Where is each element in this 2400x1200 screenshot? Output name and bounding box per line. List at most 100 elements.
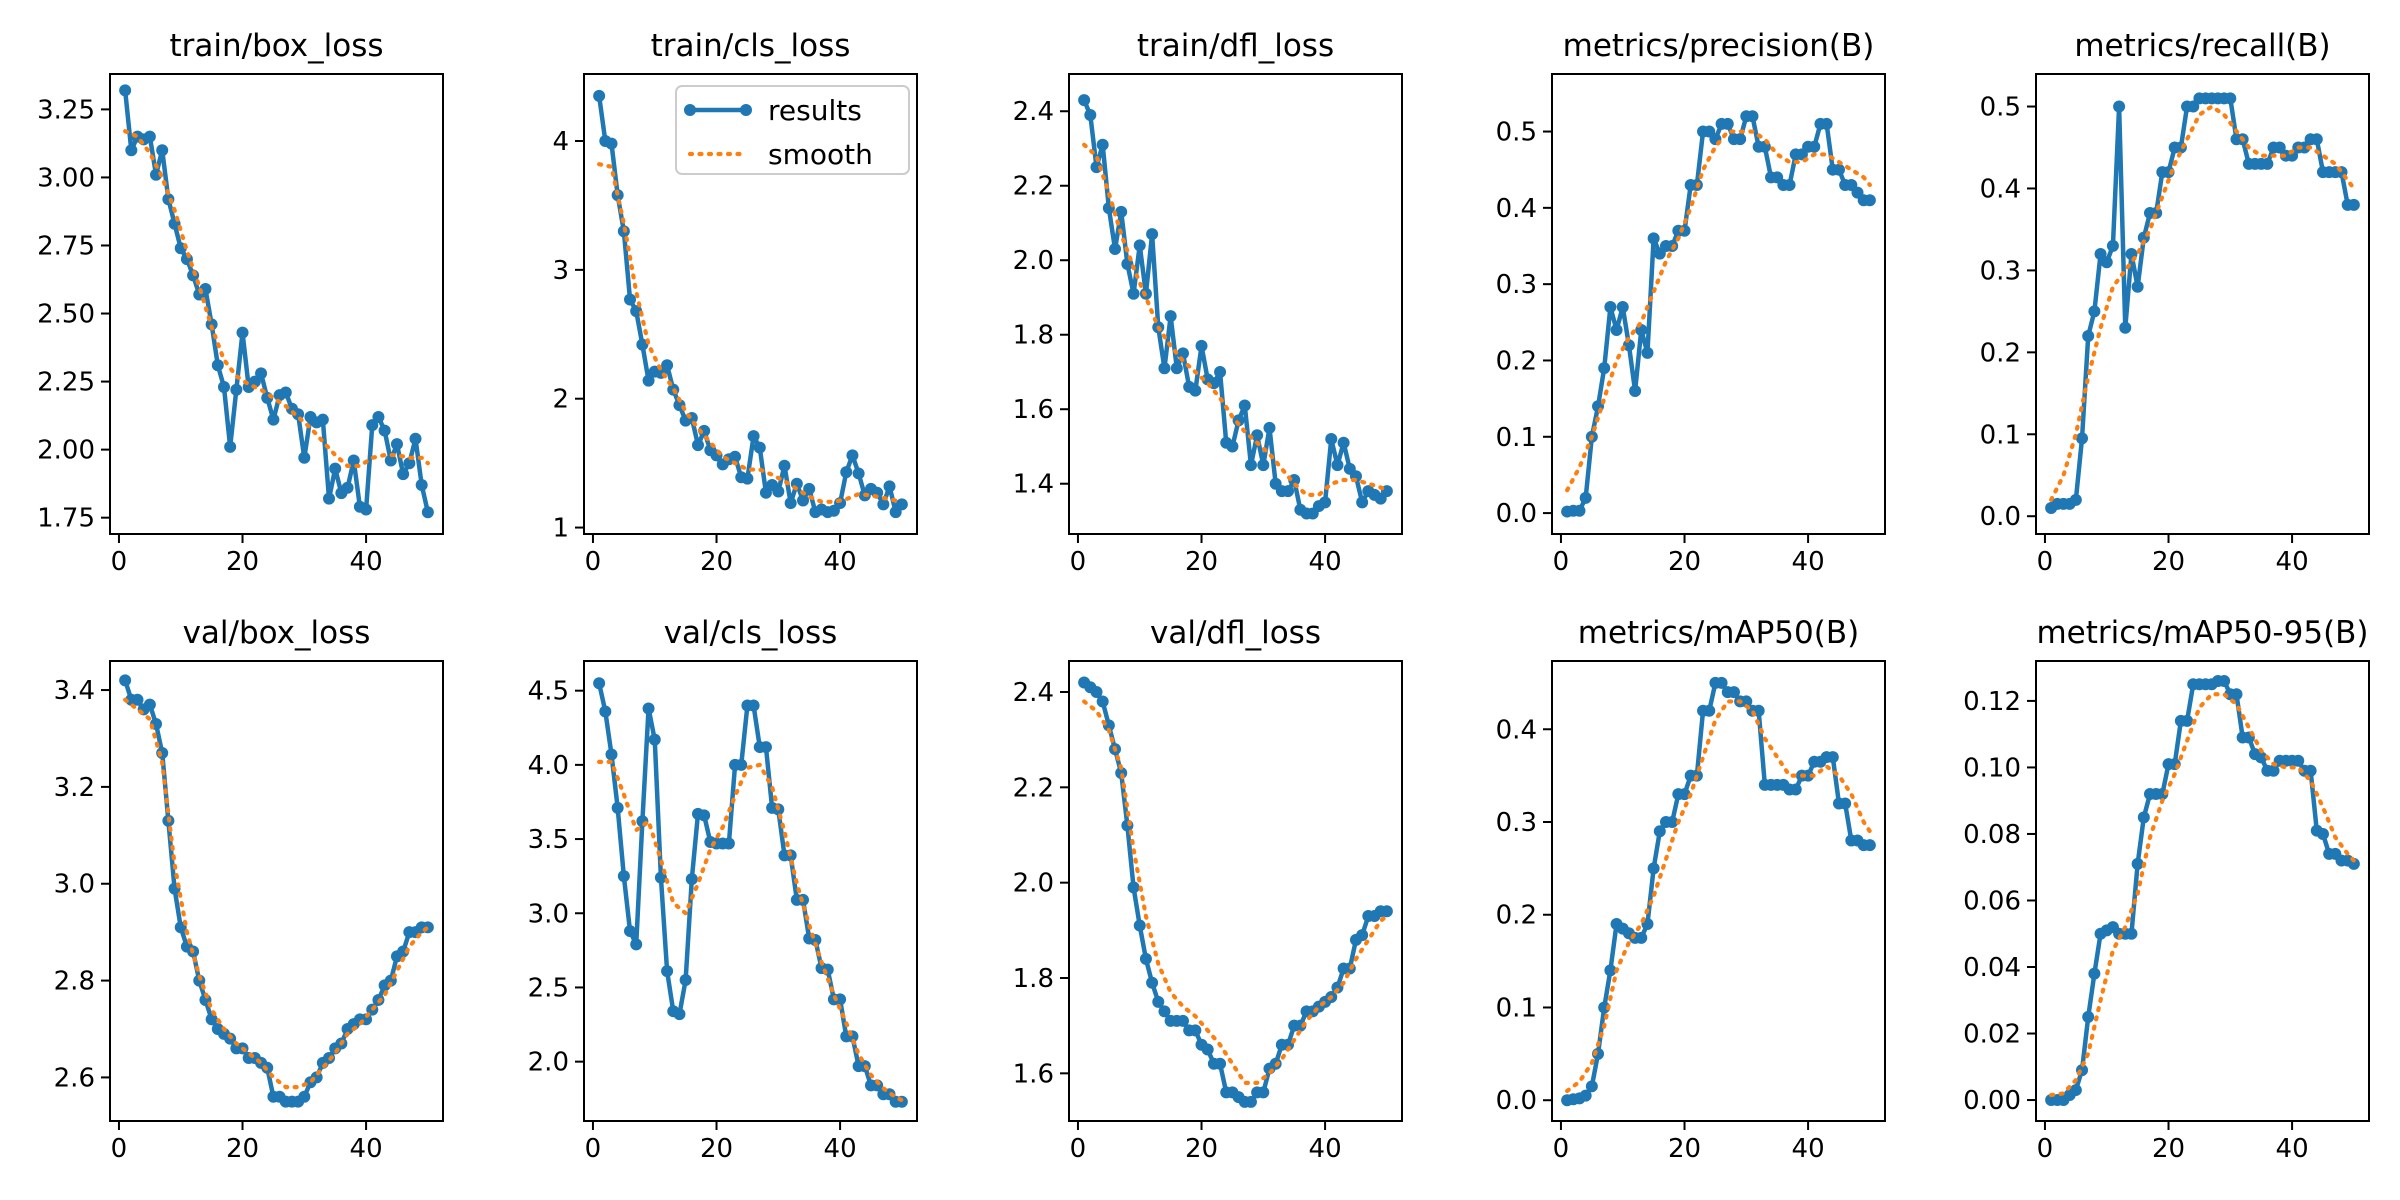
- results-series-line: [1566, 680, 1870, 1103]
- legend-results-marker: [684, 104, 696, 116]
- results-data-point: [1863, 194, 1876, 207]
- results-data-point: [1244, 1095, 1257, 1108]
- subplot-title: metrics/recall(B): [2074, 28, 2330, 64]
- smooth-series-line: [2049, 692, 2356, 1098]
- subplot-1: train/box_loss 0 20 40 1.75 2.00 2.25 2.50 2.75 3…: [37, 28, 444, 577]
- y-tick-label: 2.4: [1013, 97, 1054, 127]
- results-data-point: [2137, 811, 2150, 824]
- results-data-point: [2347, 857, 2360, 870]
- y-tick-label: 4.0: [528, 751, 569, 781]
- y-tick-label: 3.25: [37, 95, 95, 125]
- y-tick-label: 2.0: [1013, 869, 1054, 899]
- legend-results-marker: [740, 104, 752, 116]
- y-tick-label: 2.50: [37, 300, 95, 330]
- y-tick-label: 0.10: [1963, 753, 2021, 783]
- legend-label-smooth: smooth: [768, 138, 873, 171]
- results-data-point: [778, 459, 791, 472]
- results-data-point: [722, 837, 735, 850]
- x-tick-label: 40: [2276, 1134, 2309, 1164]
- results-data-point: [1666, 816, 1679, 828]
- results-data-point: [143, 698, 156, 711]
- subplot-title: val/box_loss: [183, 615, 371, 651]
- y-tick-label: 0.3: [1496, 808, 1537, 838]
- results-data-point: [1820, 117, 1833, 130]
- results-data-point: [1653, 825, 1666, 838]
- x-tick-label: 0: [585, 1134, 602, 1164]
- y-tick-label: 3.5: [528, 825, 569, 855]
- axes-frame: [109, 73, 444, 535]
- y-tick-label: 0.1: [1496, 423, 1537, 453]
- results-data-point: [1164, 310, 1177, 323]
- y-tick-label: 0.2: [1496, 901, 1537, 931]
- smooth-series-line: [597, 759, 904, 1103]
- results-data-point: [1647, 862, 1660, 875]
- results-data-point: [605, 748, 618, 761]
- y-tick-label: 2.5: [528, 973, 569, 1003]
- subplot-10: metrics/mAP50-95(B) 0 20 40 0.00 0.02 0.04 0.06…: [1963, 615, 2370, 1164]
- y-tick-label: 0.5: [1980, 93, 2021, 123]
- results-data-point: [1740, 695, 1753, 708]
- results-data-point: [2224, 92, 2237, 105]
- x-tick-label: 0: [2037, 1134, 2054, 1164]
- results-data-point: [119, 674, 132, 687]
- subplot-7: val/cls_loss 0 20 40 2.0 2.5 3.0 3.5 4.0 4.5: [528, 615, 918, 1164]
- results-data-point: [1579, 1089, 1592, 1102]
- results-data-point: [593, 89, 606, 102]
- axes-frame: [2035, 660, 2370, 1122]
- results-series-line: [1566, 114, 1870, 514]
- y-tick-label: 0.3: [1496, 270, 1537, 300]
- results-data-point: [205, 1013, 218, 1026]
- results-data-point: [2261, 157, 2274, 170]
- results-data-point: [1616, 301, 1629, 314]
- results-data-point: [1146, 976, 1159, 989]
- axes-frame: [583, 73, 918, 535]
- x-tick-label: 20: [1668, 1134, 1701, 1164]
- results-data-point: [1715, 676, 1728, 689]
- x-tick-label: 20: [226, 1134, 259, 1164]
- results-data-point: [2125, 927, 2138, 940]
- y-tick-label: 0.4: [1980, 174, 2021, 204]
- results-data-point: [1337, 436, 1350, 449]
- results-data-point: [1133, 919, 1146, 932]
- results-data-point: [2218, 674, 2231, 687]
- x-tick-label: 0: [1070, 1134, 1087, 1164]
- legend-label-results: results: [768, 94, 862, 127]
- results-data-point: [1604, 964, 1617, 977]
- subplot-title: val/dfl_loss: [1150, 615, 1321, 651]
- x-tick-label: 0: [1553, 547, 1570, 577]
- x-tick-label: 20: [226, 547, 259, 577]
- x-tick-label: 0: [111, 547, 128, 577]
- results-data-point: [636, 338, 649, 351]
- x-tick-label: 20: [700, 1134, 733, 1164]
- results-data-point: [211, 359, 224, 372]
- results-data-point: [230, 383, 243, 396]
- results-data-point: [735, 758, 748, 771]
- results-data-point: [384, 454, 397, 467]
- results-data-point: [156, 144, 169, 157]
- subplot-title: train/box_loss: [169, 28, 383, 64]
- y-tick-label: 1.75: [37, 504, 95, 534]
- y-tick-label: 1.6: [1013, 1059, 1054, 1089]
- results-data-point: [772, 485, 785, 498]
- axes-frame: [2035, 73, 2370, 535]
- results-data-point: [1629, 384, 1642, 397]
- y-tick-label: 0.02: [1963, 1020, 2021, 1050]
- y-tick-label: 0.0: [1980, 502, 2021, 532]
- results-data-point: [593, 677, 606, 690]
- results-data-point: [1783, 178, 1796, 191]
- results-data-point: [1146, 228, 1159, 241]
- results-data-point: [2187, 100, 2200, 113]
- results-data-point: [1585, 1080, 1598, 1093]
- smooth-series-line: [1565, 129, 1872, 493]
- y-tick-label: 0.3: [1980, 256, 2021, 286]
- x-tick-label: 40: [350, 1134, 383, 1164]
- axes-frame: [1068, 73, 1403, 535]
- results-data-point: [741, 472, 754, 485]
- results-data-point: [1176, 347, 1189, 360]
- y-tick-label: 3.00: [37, 163, 95, 193]
- results-data-point: [2304, 764, 2317, 777]
- results-data-point: [193, 974, 206, 987]
- x-tick-label: 0: [585, 547, 602, 577]
- results-data-point: [654, 871, 667, 884]
